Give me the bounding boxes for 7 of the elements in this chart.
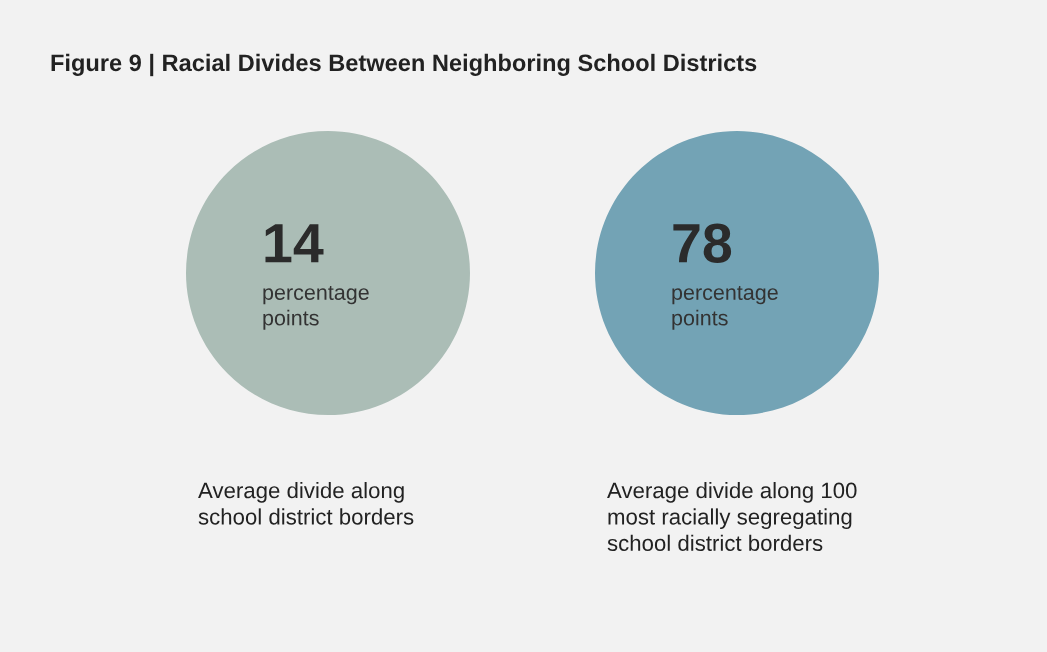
category-label: Average divide along school district borders [198, 482, 414, 525]
data-label: 14 [265, 224, 324, 263]
text: percentage points [263, 285, 369, 330]
text: percentage points [672, 285, 778, 330]
data-label: 78 [673, 223, 732, 263]
category-label: Average divide along 100 most racially segregating school district borders [607, 482, 857, 552]
text: Figure 9 | Racial Divides Between Neighboring School Districts [51, 53, 757, 77]
